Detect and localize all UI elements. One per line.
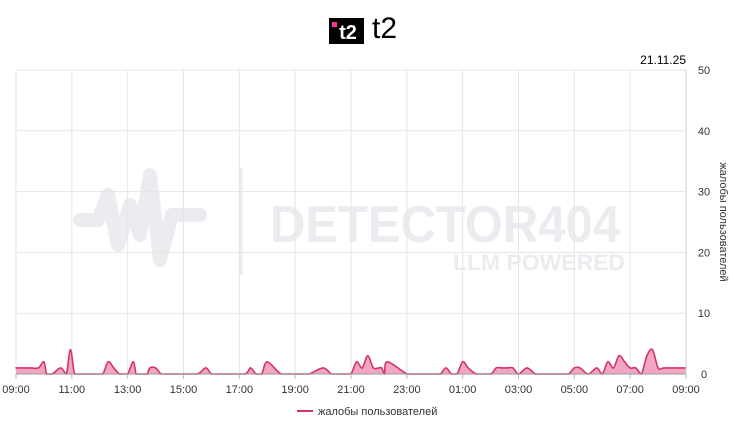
data-point [366,354,369,357]
data-point [37,367,40,369]
x-tick-label: 09:00 [672,384,700,396]
data-point [249,367,252,369]
data-point [651,348,654,351]
date-label: 21.11.25 [640,53,686,67]
data-point [361,367,363,369]
y-tick-label: 20 [698,247,710,259]
legend-label: жалобы пользователей [318,406,437,418]
y-tick-label: 30 [698,187,710,199]
watermark-pulse-icon [73,168,207,267]
data-point [355,361,358,363]
data-point [612,367,615,369]
series-area [16,349,686,374]
x-tick-label: 13:00 [114,384,142,396]
data-point [154,367,157,369]
data-point [629,367,631,369]
data-point [69,348,72,351]
x-tick-label: 01:00 [449,384,477,396]
x-tick-label: 19:00 [281,384,309,396]
data-point [646,354,648,357]
axes: 0 10 20 30 40 50 09:00 11:00 13:00 15:00 17:00 19:0… [2,65,729,396]
logo-text: t2 [339,22,357,44]
t2-logo-icon: t2 [329,18,364,44]
watermark: DETECTOR404 LLM POWERED [73,168,625,275]
data-point [372,367,375,369]
data-point [43,361,45,363]
data-point [29,367,31,369]
x-tick-label: 03:00 [505,384,533,396]
x-tick-label: 23:00 [393,384,421,396]
data-point [607,361,609,363]
data-point [322,367,324,369]
data-point [495,367,497,369]
data-point [662,367,665,369]
data-point [500,367,503,369]
data-point [657,367,659,369]
x-tick-label: 17:00 [226,384,254,396]
data-point [205,367,207,369]
data-point [526,367,528,369]
y-tick-label: 0 [701,369,707,381]
data-point [573,367,576,369]
data-point [595,367,598,369]
data-point [386,361,389,363]
data-point [112,367,115,369]
data-point [671,367,673,369]
y-tick-label: 10 [698,308,710,320]
y-tick-label: 50 [698,65,710,77]
x-tick-label: 09:00 [2,384,30,396]
data-point [461,361,464,363]
x-tick-label: 11:00 [58,384,85,396]
data-point [378,367,380,369]
data-point [380,367,383,369]
watermark-line1: DETECTOR404 [270,196,620,254]
data-point [467,367,470,369]
data-point [506,367,509,369]
data-point [15,367,17,369]
data-point [59,367,62,369]
data-point [512,367,514,369]
data-point [618,354,620,357]
brand-name: t2 [372,12,398,45]
x-tick-label: 21:00 [337,384,365,396]
y-axis-title: жалобы пользователей [717,162,729,281]
data-point [634,367,637,369]
y-tick-label: 40 [698,126,710,138]
watermark-line2: LLM POWERED [453,250,625,275]
x-tick-label: 15:00 [170,384,198,396]
data-point [445,367,447,369]
x-tick-label: 05:00 [561,384,589,396]
data-point [579,367,581,369]
x-tick-label: 07:00 [616,384,644,396]
data-point [266,361,269,363]
header: t2 t2 [0,0,730,60]
legend: жалобы пользователей [297,406,437,418]
data-point [107,361,109,363]
data-point [149,367,151,369]
data-point [623,361,626,363]
data-point [132,361,135,363]
